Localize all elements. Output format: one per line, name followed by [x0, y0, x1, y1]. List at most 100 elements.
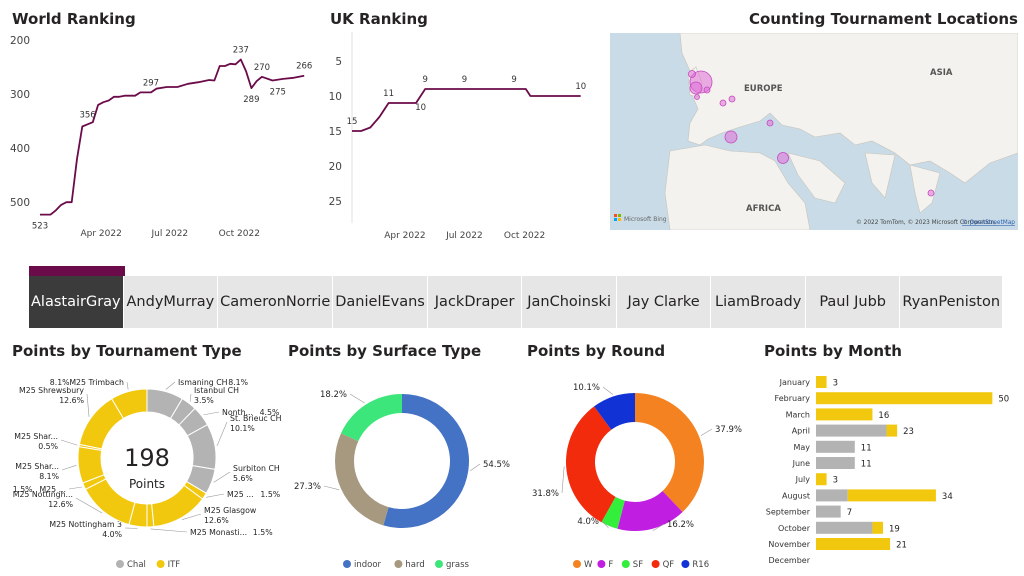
player-button-ryan-peniston[interactable]: Ryan Peniston — [900, 276, 1004, 328]
world-ranking-chart[interactable]: 200 300 400 500 Apr 2022 Jul 2022 Oct 2022 523 3… — [0, 30, 322, 245]
bar-total-label: 50 — [998, 395, 1009, 405]
player-surname: Murray — [163, 293, 215, 310]
round-donut[interactable]: 37.9% 16.2% 4.0% 31.8% 10.1% W F SF QF R16 — [525, 362, 765, 576]
player-slicer[interactable]: Alastair Gray Andy Murray Cameron Norrie Danie… — [29, 276, 1004, 328]
tournament-map[interactable]: EUROPE ASIA AFRICA Microsoft Bing © 2022… — [610, 33, 1018, 230]
tournament-type-donut[interactable]: Ismaning CH 8.1%Istanbul CH3.5%Nonth... 4.… — [0, 362, 290, 576]
player-button-daniel-evans[interactable]: Daniel Evans — [333, 276, 428, 328]
bar-total-label: 3 — [833, 476, 838, 486]
map-bubble[interactable] — [724, 130, 738, 144]
bar-segment[interactable] — [816, 521, 873, 534]
bar-segment[interactable] — [886, 424, 898, 437]
slice-r16[interactable] — [594, 393, 635, 430]
bar-segment[interactable] — [816, 440, 855, 453]
bar-segment[interactable] — [816, 392, 993, 405]
slice-qf[interactable] — [566, 406, 616, 523]
leader-line — [652, 523, 665, 532]
map-bubble[interactable] — [766, 119, 774, 127]
map-label-africa: AFRICA — [746, 204, 781, 214]
bar-segment[interactable] — [847, 489, 936, 502]
player-button-jack-draper[interactable]: Jack Draper — [427, 276, 523, 328]
player-name: Jan — [527, 293, 550, 310]
slice-label: M25 Shar... — [15, 462, 59, 471]
player-name: Alastair — [31, 293, 86, 310]
player-button-alastair-gray[interactable]: Alastair Gray — [29, 276, 124, 328]
bar-total-label: 16 — [878, 411, 889, 421]
slice-grass[interactable] — [341, 394, 402, 442]
leader-line — [216, 421, 228, 447]
leader-line — [60, 439, 78, 446]
osm-link[interactable]: © OpenStreetMap — [962, 219, 1015, 226]
data-label: 523 — [32, 222, 48, 232]
player-button-liam-broady[interactable]: Liam Broady — [711, 276, 806, 328]
month-label: July — [795, 475, 811, 484]
bar-segment[interactable] — [816, 408, 873, 421]
player-button-andy-murray[interactable]: Andy Murray — [123, 276, 219, 328]
leader-line — [700, 428, 713, 436]
player-button-paul-jubb[interactable]: Paul Jubb — [805, 276, 901, 328]
map-bubble[interactable] — [689, 81, 703, 95]
ranking-line[interactable] — [352, 88, 581, 132]
slice-f[interactable] — [617, 490, 683, 531]
bar-segment[interactable] — [816, 505, 841, 518]
leader-line — [206, 493, 225, 498]
y-tick-label: 400 — [10, 143, 30, 155]
bar-total-label: 3 — [833, 379, 838, 389]
map-bubble[interactable] — [777, 152, 789, 164]
bar-segment[interactable] — [816, 424, 887, 437]
map-bubble[interactable] — [688, 70, 696, 78]
leader-line — [213, 471, 231, 483]
leader-line — [323, 485, 340, 491]
uk-ranking-chart[interactable]: 5 10 15 20 25 Apr 2022 Jul 2022 Oct 2022 15 11 10 9… — [322, 30, 610, 245]
bar-segment[interactable] — [816, 473, 827, 486]
data-label: 270 — [254, 63, 270, 73]
slice-label: Nonth... — [222, 408, 253, 417]
legend-label: grass — [446, 560, 470, 570]
slice-label: M25 Nottingham 3 — [49, 520, 122, 529]
legend-marker — [435, 560, 443, 568]
bar-segment[interactable] — [816, 376, 827, 388]
legend-marker — [394, 560, 403, 568]
legend-label: Chal — [127, 560, 146, 570]
legend-label: ITF — [168, 560, 181, 570]
slice-indoor[interactable] — [383, 394, 470, 528]
map-bubble[interactable] — [703, 86, 711, 94]
player-name: Liam — [715, 293, 751, 310]
leader-line — [61, 464, 77, 471]
slice-label: M25 ... — [227, 490, 254, 499]
slice-label: M25 ... — [39, 485, 66, 494]
month-bar-chart[interactable]: January 3 February 50 March 16 April 23 May 11 Jun… — [760, 362, 1024, 576]
player-button-jan-choinski[interactable]: Jan Choinski — [522, 276, 617, 328]
map-bubble[interactable] — [719, 99, 727, 107]
slice-percent: 54.5% — [483, 460, 510, 470]
slice-w[interactable] — [635, 393, 704, 513]
bar-segment[interactable] — [816, 457, 855, 469]
month-label: September — [766, 508, 811, 517]
slice-label: M25 Glasgow — [204, 506, 257, 515]
slice-hard[interactable] — [335, 433, 389, 526]
map-bubble[interactable] — [728, 95, 736, 103]
leader-line — [602, 386, 614, 395]
bar-segment[interactable] — [816, 489, 848, 502]
slice-sf[interactable] — [601, 496, 625, 529]
player-button-jay-clarke[interactable]: Jay Clarke — [616, 276, 712, 328]
data-label: 9 — [422, 75, 427, 85]
legend-label: R16 — [692, 560, 709, 570]
donut-total-value: 198 — [124, 444, 170, 472]
player-surname: Norrie — [285, 293, 331, 310]
player-button-cameron-norrie[interactable]: Cameron Norrie — [218, 276, 334, 328]
map-bubble[interactable] — [927, 189, 935, 197]
bar-segment[interactable] — [872, 521, 884, 534]
month-label: June — [792, 459, 811, 468]
slice-label: St. Brieuc CH — [230, 414, 282, 423]
player-surname: Draper — [464, 293, 515, 310]
bar-segment[interactable] — [816, 538, 891, 550]
y-tick-label: 25 — [329, 196, 342, 208]
surface-type-donut[interactable]: 54.5% 27.3% 18.2% indoor hard grass — [285, 362, 525, 576]
data-label: 9 — [511, 75, 516, 85]
y-tick-label: 500 — [10, 197, 30, 209]
slice-m25-trimbach[interactable] — [111, 388, 148, 420]
map-bubble[interactable] — [694, 94, 700, 100]
slicer-accent — [29, 266, 125, 276]
ranking-line[interactable] — [40, 58, 305, 216]
